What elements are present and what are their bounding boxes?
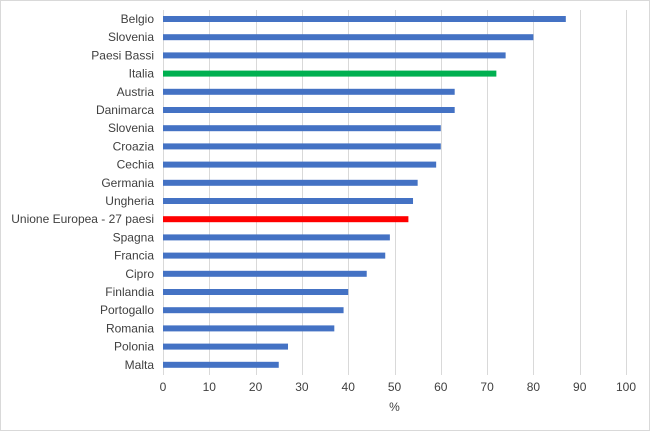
category-label: Slovenia xyxy=(108,30,154,44)
x-tick-label: 50 xyxy=(388,380,402,394)
bar xyxy=(163,107,455,113)
bar xyxy=(163,216,409,223)
category-label: Spagna xyxy=(113,230,155,244)
bar xyxy=(163,88,455,95)
bar xyxy=(163,16,566,22)
category-label: Cechia xyxy=(117,158,155,172)
category-label: Danimarca xyxy=(96,103,154,117)
category-label: Paesi Bassi xyxy=(91,48,154,62)
x-tick-label: 60 xyxy=(434,380,448,394)
x-tick-labels: 0 10 20 30 40 50 60 70 80 90 100 xyxy=(160,380,637,394)
x-tick-label: 90 xyxy=(573,380,587,394)
bar xyxy=(163,161,437,168)
bar xyxy=(163,234,390,241)
category-label: Belgio xyxy=(121,12,155,26)
x-tick-label: 10 xyxy=(203,380,217,394)
category-label: Polonia xyxy=(114,340,154,354)
bar xyxy=(163,361,279,368)
bar xyxy=(163,307,344,314)
bar xyxy=(163,289,349,295)
category-label: Slovenia xyxy=(108,121,154,135)
x-tick-label: 30 xyxy=(295,380,309,394)
bars xyxy=(163,16,566,368)
category-label: Portogallo xyxy=(100,303,154,317)
bar xyxy=(163,52,506,59)
bar xyxy=(163,343,289,350)
category-label: Malta xyxy=(125,358,155,372)
bar xyxy=(163,270,367,277)
bar xyxy=(163,179,418,186)
x-tick-label: 100 xyxy=(616,380,636,394)
gridlines xyxy=(163,10,627,375)
category-label: Cipro xyxy=(125,267,154,281)
category-label: Romania xyxy=(106,321,154,335)
category-label: Unione Europea - 27 paesi xyxy=(11,212,154,226)
category-label: Finlandia xyxy=(105,285,154,299)
x-tick-label: 80 xyxy=(527,380,541,394)
bar xyxy=(163,143,441,150)
x-tick-label: 40 xyxy=(342,380,356,394)
category-label: Croazia xyxy=(113,139,155,153)
bar xyxy=(163,325,335,332)
x-tick-label: 70 xyxy=(480,380,494,394)
bar xyxy=(163,198,414,204)
category-label: Germania xyxy=(101,176,154,190)
bar xyxy=(163,34,534,41)
category-labels: Belgio Slovenia Paesi Bassi Italia Austria Da… xyxy=(11,12,154,372)
bar xyxy=(163,252,386,259)
category-label: Ungheria xyxy=(105,194,154,208)
x-tick-label: 20 xyxy=(249,380,263,394)
bar xyxy=(163,70,497,77)
category-label: Austria xyxy=(117,85,155,99)
category-label: Italia xyxy=(129,67,155,81)
bar xyxy=(163,125,441,132)
x-tick-label: 0 xyxy=(160,380,167,394)
category-label: Francia xyxy=(114,249,154,263)
x-axis-title: % xyxy=(389,400,400,414)
